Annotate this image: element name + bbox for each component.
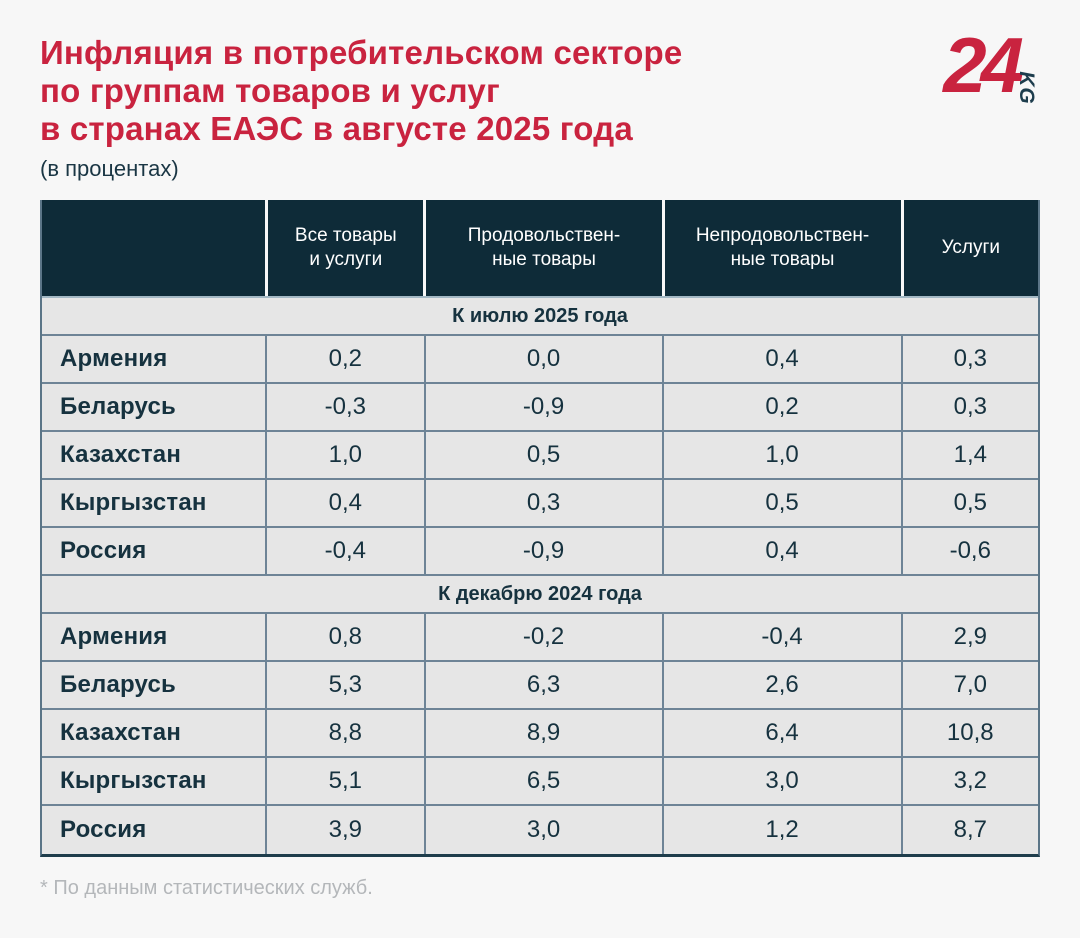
value-cell: 8,9 xyxy=(423,710,662,756)
value-cell: 0,3 xyxy=(423,480,662,526)
header-cell-line: Все товары xyxy=(294,225,397,246)
table-row-kazakhstan-s1: Казахстан 1,0 0,5 1,0 1,4 xyxy=(42,432,1038,480)
value-cell: -0,4 xyxy=(661,614,901,660)
value-cell: 0,5 xyxy=(661,480,901,526)
value-cell: 0,5 xyxy=(900,480,1038,526)
value-cell: 0,4 xyxy=(661,336,901,382)
value-cell: 0,8 xyxy=(265,614,423,660)
value-cell: 8,8 xyxy=(265,710,423,756)
value-cell: -0,9 xyxy=(423,384,662,430)
country-cell: Казахстан xyxy=(60,441,182,468)
units-subtitle: (в процентах) xyxy=(40,156,179,181)
value-cell: 3,2 xyxy=(900,758,1038,804)
header-cell-line: и услуги xyxy=(309,249,383,270)
country-cell: Беларусь xyxy=(60,671,176,698)
value-cell: 3,9 xyxy=(265,806,423,854)
table-row-kazakhstan-s2: Казахстан 8,8 8,9 6,4 10,8 xyxy=(42,710,1038,758)
value-cell: 0,0 xyxy=(423,336,662,382)
table-row-armenia-s1: Армения 0,2 0,0 0,4 0,3 xyxy=(42,336,1038,384)
value-cell: 0,2 xyxy=(265,336,423,382)
value-cell: 0,4 xyxy=(661,528,901,574)
value-cell: -0,3 xyxy=(265,384,423,430)
value-cell: -0,4 xyxy=(265,528,423,574)
country-cell: Беларусь xyxy=(60,393,176,420)
country-cell: Россия xyxy=(60,816,147,843)
value-cell: 6,5 xyxy=(423,758,662,804)
section-band-december-2024: К декабрю 2024 года xyxy=(42,576,1038,614)
value-cell: 3,0 xyxy=(423,806,662,854)
value-cell: -0,2 xyxy=(423,614,662,660)
table-row-armenia-s2: Армения 0,8 -0,2 -0,4 2,9 xyxy=(42,614,1038,662)
table-row-kyrgyzstan-s2: Кыргызстан 5,1 6,5 3,0 3,2 xyxy=(42,758,1038,806)
value-cell: 0,3 xyxy=(900,384,1038,430)
source-footnote: * По данным статистических служб. xyxy=(40,877,373,899)
header-cell-all-goods: Все товары и услуги xyxy=(265,200,424,296)
value-cell: 1,0 xyxy=(661,432,901,478)
table-row-belarus-s1: Беларусь -0,3 -0,9 0,2 0,3 xyxy=(42,384,1038,432)
value-cell: 8,7 xyxy=(900,806,1038,854)
title-line-1: Инфляция в потребительском секторе xyxy=(40,34,683,71)
value-cell: -0,6 xyxy=(900,528,1038,574)
header-cell-line: ные товары xyxy=(730,249,835,270)
logo-kg-label: KG xyxy=(1014,71,1038,105)
value-cell: 6,4 xyxy=(661,710,901,756)
value-cell: 2,9 xyxy=(900,614,1038,660)
value-cell: 1,4 xyxy=(900,432,1038,478)
title-line-2: по группам товаров и услуг xyxy=(40,72,500,109)
country-cell: Армения xyxy=(60,623,168,650)
value-cell: 1,2 xyxy=(661,806,901,854)
country-cell: Казахстан xyxy=(60,719,182,746)
value-cell: 10,8 xyxy=(900,710,1038,756)
value-cell: 0,2 xyxy=(661,384,901,430)
value-cell: 1,0 xyxy=(265,432,423,478)
value-cell: 7,0 xyxy=(900,662,1038,708)
table-row-belarus-s2: Беларусь 5,3 6,3 2,6 7,0 xyxy=(42,662,1038,710)
logo-24kg: 24 KG xyxy=(900,21,1040,110)
title-line-3: в странах ЕАЭС в августе 2025 года xyxy=(40,110,633,147)
value-cell: -0,9 xyxy=(423,528,662,574)
header-cell-food-goods: Продовольствен- ные товары xyxy=(423,200,662,296)
header-cell-line: Продовольствен- xyxy=(467,225,621,246)
value-cell: 0,3 xyxy=(900,336,1038,382)
value-cell: 3,0 xyxy=(661,758,901,804)
value-cell: 5,1 xyxy=(265,758,423,804)
header-block: Инфляция в потребительском секторе по гр… xyxy=(0,0,1080,182)
country-cell: Россия xyxy=(60,537,147,564)
header-cell-empty xyxy=(42,200,266,296)
value-cell: 0,4 xyxy=(265,480,423,526)
table-row-kyrgyzstan-s1: Кыргызстан 0,4 0,3 0,5 0,5 xyxy=(42,480,1038,528)
header-cell-line: ные товары xyxy=(492,249,596,270)
table-row-russia-s2: Россия 3,9 3,0 1,2 8,7 xyxy=(42,806,1038,854)
header-cell-line: Непродовольствен- xyxy=(695,225,870,246)
inflation-table: Все товары и услуги Продовольствен- ные … xyxy=(40,200,1040,857)
country-cell: Армения xyxy=(60,345,168,372)
table-row-russia-s1: Россия -0,4 -0,9 0,4 -0,6 xyxy=(42,528,1038,576)
value-cell: 6,3 xyxy=(423,662,662,708)
logo-24-numerals: 24 xyxy=(943,21,1024,109)
value-cell: 5,3 xyxy=(265,662,423,708)
value-cell: 2,6 xyxy=(661,662,901,708)
country-cell: Кыргызстан xyxy=(60,489,207,516)
country-cell: Кыргызстан xyxy=(60,767,207,794)
header-cell-nonfood-goods: Непродовольствен- ные товары xyxy=(661,200,901,296)
header-cell-services: Услуги xyxy=(900,200,1039,296)
section-band-july-2025: К июлю 2025 года xyxy=(42,298,1038,336)
header-cell-line: Услуги xyxy=(941,237,1000,258)
table-header-row: Все товары и услуги Продовольствен- ные … xyxy=(42,200,1039,298)
value-cell: 0,5 xyxy=(423,432,662,478)
page-title: Инфляция в потребительском секторе по гр… xyxy=(40,34,1040,148)
